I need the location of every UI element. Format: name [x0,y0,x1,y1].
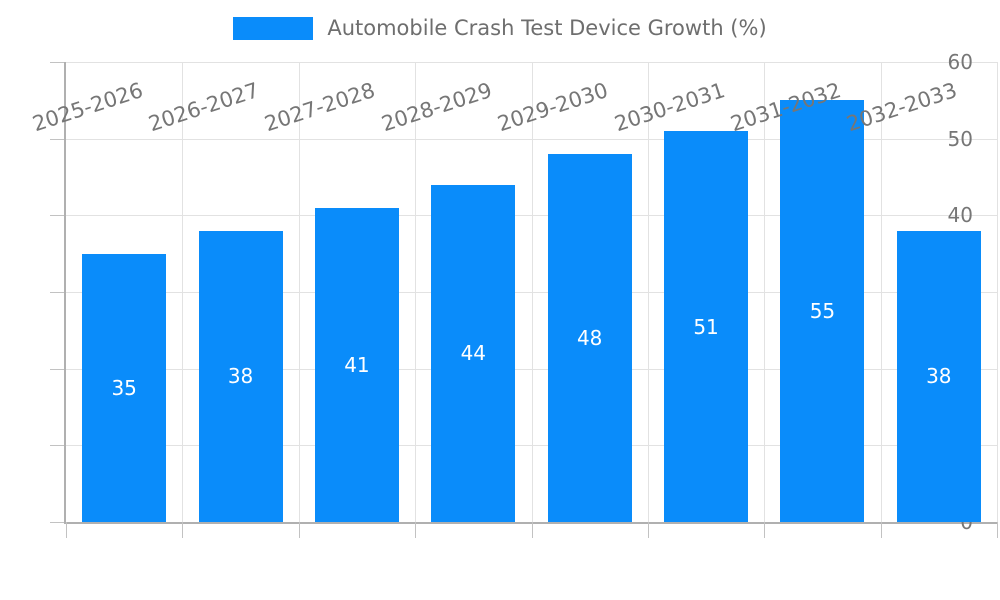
bar: 35 [82,253,167,522]
bar: 44 [431,184,516,522]
x-tick-label: 2029-2030 [494,78,612,137]
gridline-vertical [182,62,184,522]
x-axis-tick [531,522,533,538]
y-axis-tick [50,215,64,217]
x-tick-label: 2032-2033 [843,78,961,137]
bar: 48 [547,154,632,522]
gridline-vertical [647,62,649,522]
x-axis-tick [764,522,766,538]
legend-swatch [233,16,314,40]
x-tick-label: 2028-2029 [378,78,495,137]
gridline-vertical [415,62,417,522]
x-axis-tick [182,522,184,538]
plot-area: 010203040506035384144485155382025-202620… [29,50,998,538]
x-tick-label: 2026-2027 [145,78,262,137]
x-axis-tick [415,522,417,538]
x-axis-tick [66,522,67,538]
bar-value-label: 38 [926,364,952,389]
bar-value-label: 44 [460,341,487,366]
x-axis-tick [298,522,300,538]
y-axis-tick [50,522,64,523]
y-axis-tick [50,368,64,370]
chart-legend: Automobile Crash Test Device Growth (%) [0,16,1000,40]
gridline-vertical [997,62,998,522]
bar: 55 [780,100,865,522]
bar: 38 [198,230,283,522]
y-axis-tick [50,292,64,293]
legend-label: Automobile Crash Test Device Growth (%) [327,16,767,40]
gridline-vertical [531,62,533,522]
gridline-vertical [764,62,766,522]
y-axis-tick [50,138,64,140]
bar-value-label: 55 [809,299,836,324]
x-tick-label: 2025-2026 [29,78,146,137]
y-tick-label: 50 [947,126,973,151]
bar-value-label: 38 [227,364,254,389]
bar: 41 [314,207,399,522]
y-axis-tick [50,445,64,447]
y-tick-label: 60 [947,50,973,74]
gridline-vertical [298,62,300,522]
x-tick-label: 2030-2031 [611,78,728,137]
y-axis-tick [50,62,64,63]
bar: 51 [664,131,749,522]
bar-value-label: 51 [693,314,719,339]
bar-value-label: 35 [111,375,137,400]
x-axis-tick [647,522,649,538]
x-axis-tick [880,522,882,538]
bar: 38 [896,230,981,522]
y-tick-label: 40 [947,203,973,228]
gridline-vertical [880,62,882,522]
x-axis-tick [997,522,998,538]
x-tick-label: 2027-2028 [262,78,379,137]
bar-value-label: 48 [576,326,603,350]
bar-value-label: 41 [344,352,370,377]
